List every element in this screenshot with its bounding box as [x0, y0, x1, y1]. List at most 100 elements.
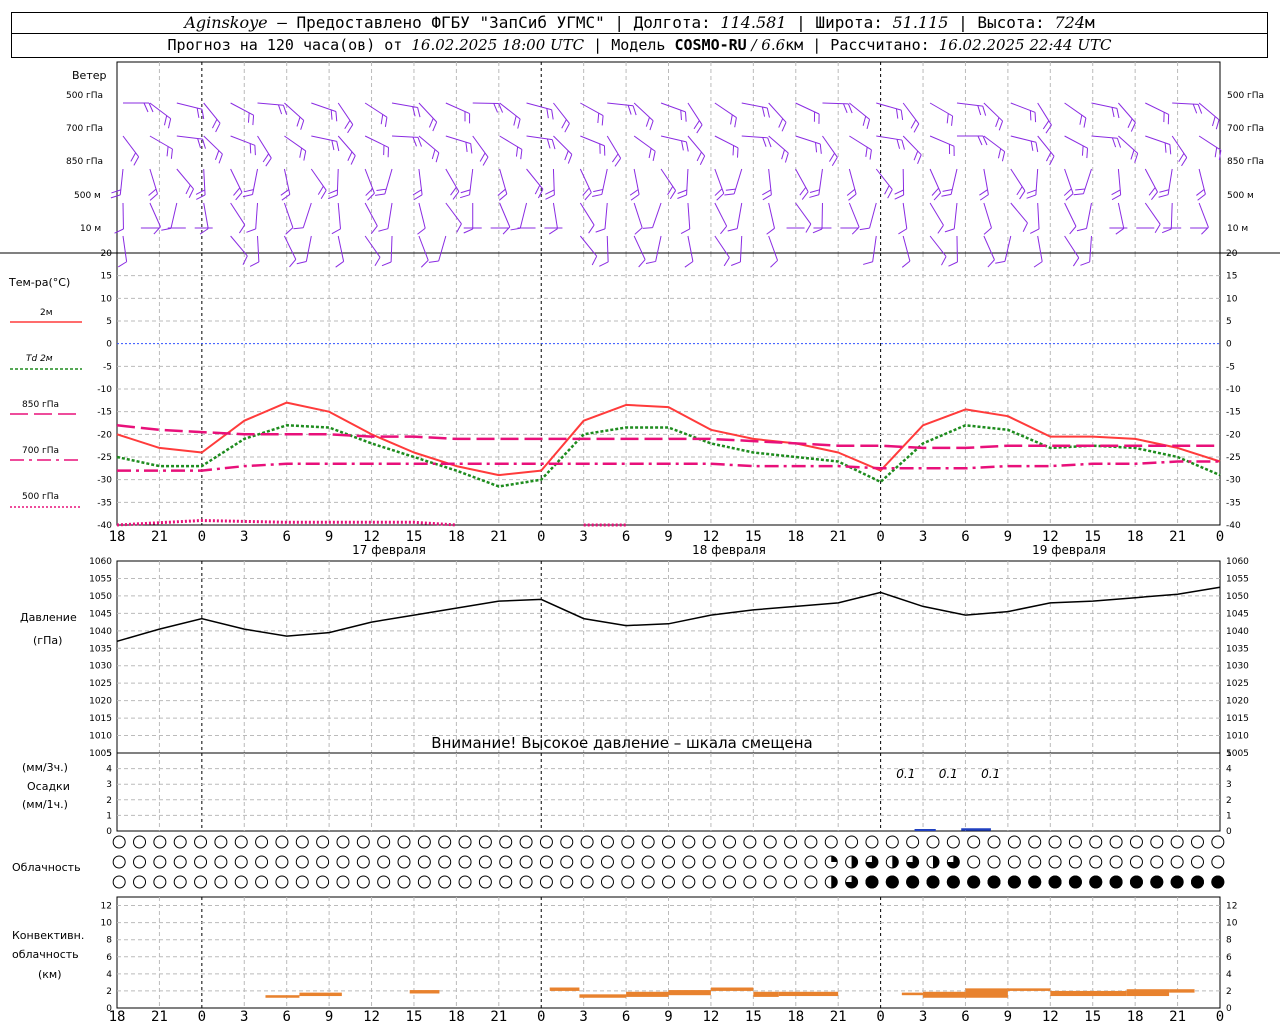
- wind-barb-staff: [519, 202, 528, 229]
- wind-barb: [1111, 168, 1122, 201]
- cloud-cover-icon: [682, 835, 696, 849]
- temp-ytick-right: 5: [1226, 317, 1232, 327]
- cloud-circle: [1170, 855, 1184, 869]
- cloud-cover-icon: [275, 875, 289, 889]
- wind-barb-staff: [795, 135, 821, 145]
- cloud-cover-icon: [804, 875, 818, 889]
- hour-tick-bottom: 0: [876, 1009, 884, 1024]
- wind-barb-feather: [235, 192, 243, 201]
- wind-barb-feather: [983, 227, 992, 235]
- wind-barb: [257, 102, 288, 115]
- cloud-circle: [784, 875, 798, 889]
- header-line-1: Aginskoye – Предоставлено ФГБУ "ЗапСиб У…: [11, 12, 1268, 34]
- cloud-cover-icon: [478, 835, 492, 849]
- wind-barb-feather: [1159, 189, 1170, 193]
- wind-barb-staff: [606, 235, 609, 263]
- wind-barb-feather: [685, 141, 689, 152]
- wind-barb-feather: [944, 228, 955, 233]
- cloud-circle: [1150, 835, 1164, 849]
- wind-barb-staff: [795, 102, 820, 115]
- hour-tick-mid: 6: [282, 529, 290, 545]
- calc-label: | Рассчитано:: [803, 36, 939, 54]
- conv-bar-2: [409, 990, 440, 994]
- temp-ytick-right: 15: [1226, 272, 1237, 282]
- cloud-fill-three-quarter: [947, 856, 960, 868]
- cloud-fill-full: [1150, 875, 1164, 889]
- cloud-cover-icon: [743, 855, 757, 869]
- wind-barb: [660, 135, 689, 152]
- wind-barb-staff: [822, 135, 838, 158]
- wind-title: Ветер: [72, 69, 106, 82]
- cloud-circle: [763, 855, 777, 869]
- wind-barb: [768, 102, 787, 132]
- wind-barb-feather: [1016, 186, 1023, 196]
- cloud-cover-icon: [336, 835, 350, 849]
- wind-barb-feather: [1026, 194, 1037, 199]
- cloud-cover-icon: [397, 875, 411, 889]
- wind-barb-staff: [686, 168, 689, 195]
- wind-barb-staff: [875, 168, 893, 190]
- wind-barb-feather: [953, 146, 955, 157]
- wind-barb-feather: [917, 154, 922, 165]
- wind-barb-feather: [680, 228, 690, 234]
- wind-barb: [1064, 235, 1080, 267]
- wind-barb: [580, 102, 604, 126]
- pressure-ytick-left: 1040: [89, 627, 112, 637]
- cloud-fill-three-quarter: [845, 876, 858, 888]
- wind-barb-feather: [265, 157, 272, 167]
- wind-barb-feather: [374, 257, 381, 266]
- wind-barb: [660, 168, 677, 200]
- wind-barb: [149, 135, 173, 159]
- wind-barb-feather: [513, 115, 517, 126]
- hour-tick-mid: 15: [1084, 529, 1101, 545]
- wind-barb-feather: [901, 260, 911, 268]
- wind-barb: [364, 135, 389, 158]
- wind-barb: [995, 235, 1012, 264]
- wind-barb-staff: [526, 135, 553, 141]
- wind-barb-feather: [884, 185, 890, 195]
- wind-barb: [795, 102, 820, 124]
- cloud-cover-icon: [397, 835, 411, 849]
- cloud-circle: [723, 875, 737, 889]
- wind-barb-feather: [293, 227, 304, 230]
- wind-barb: [230, 235, 248, 265]
- wind-barb: [768, 135, 789, 163]
- wind-barb-feather: [1029, 110, 1032, 121]
- wind-barb-feather: [645, 117, 650, 127]
- wind-barb: [283, 202, 294, 235]
- cloud-cover-icon: [336, 875, 350, 889]
- wind-barb-feather: [979, 194, 989, 201]
- wind-barb: [1064, 102, 1087, 128]
- cloud-circle: [926, 835, 940, 849]
- cloud-cover-icon: [702, 875, 716, 889]
- wind-barb-feather: [330, 109, 333, 120]
- wind-barb-feather: [254, 145, 256, 156]
- hour-tick-bottom: 0: [1216, 1009, 1224, 1024]
- wind-barb-feather: [778, 118, 784, 128]
- wind-barb: [1115, 202, 1125, 235]
- wind-barb: [296, 235, 312, 265]
- cloud-cover-icon: [234, 875, 248, 889]
- wind-barb-feather: [111, 189, 121, 194]
- wind-barb-feather: [603, 145, 606, 156]
- wind-barb-feather: [331, 140, 335, 151]
- cloud-fill-half: [932, 856, 939, 868]
- wind-barb: [280, 168, 291, 201]
- cloud-cover-icon: [1109, 875, 1123, 889]
- cloud-cover-icon: [804, 835, 818, 849]
- wind-barb-feather: [599, 143, 601, 154]
- wind-barb: [727, 202, 743, 232]
- wind-barb: [445, 168, 460, 200]
- cloud-cover-icon: [275, 855, 289, 869]
- wind-barb-staff: [652, 202, 662, 228]
- wind-barb-feather: [819, 143, 822, 154]
- cloud-circle: [295, 835, 309, 849]
- wind-barb: [230, 135, 256, 156]
- pressure-ytick-right: 1060: [1226, 557, 1249, 567]
- wind-barb-staff: [714, 202, 728, 227]
- wind-barb-staff: [337, 135, 356, 156]
- wind-barb-feather: [296, 116, 301, 127]
- cloud-cover-icon: [946, 855, 960, 869]
- wind-barb-feather: [736, 147, 739, 158]
- wind-barb-feather: [1116, 138, 1122, 148]
